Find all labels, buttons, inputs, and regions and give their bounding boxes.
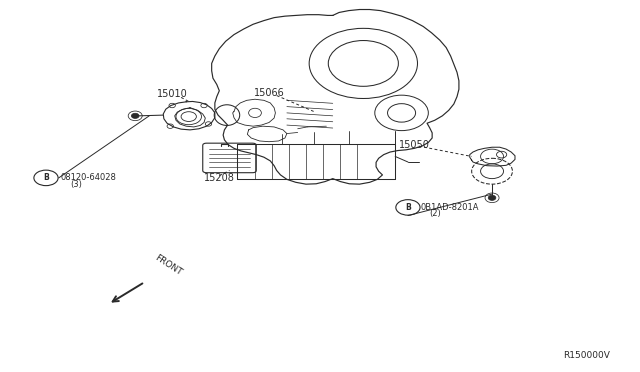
- Text: (2): (2): [429, 209, 442, 218]
- Text: 15010: 15010: [157, 89, 188, 99]
- Text: 15208: 15208: [204, 173, 235, 183]
- Text: 15050: 15050: [399, 140, 429, 150]
- Text: B: B: [405, 203, 411, 212]
- Ellipse shape: [131, 113, 139, 118]
- Text: 15066: 15066: [253, 88, 284, 98]
- Text: FRONT: FRONT: [153, 253, 184, 278]
- Text: 08120-64028: 08120-64028: [60, 173, 116, 182]
- Text: B: B: [43, 173, 49, 182]
- Text: R150000V: R150000V: [563, 351, 610, 360]
- Ellipse shape: [488, 195, 496, 201]
- Text: 0B1AD-8201A: 0B1AD-8201A: [420, 203, 479, 212]
- Text: (3): (3): [70, 180, 82, 189]
- FancyBboxPatch shape: [203, 143, 256, 173]
